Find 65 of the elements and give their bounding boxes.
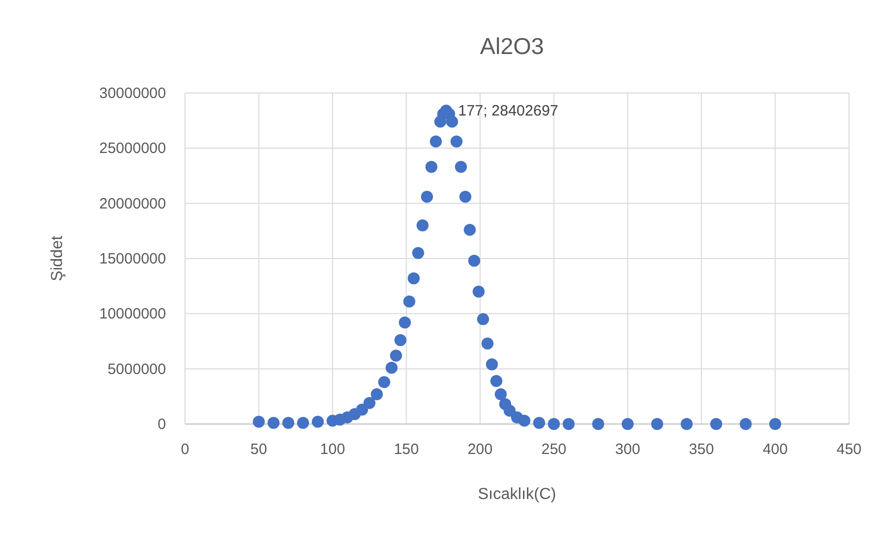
point — [378, 376, 390, 388]
x-tick-label: 50 — [250, 441, 268, 458]
point — [504, 404, 516, 417]
point — [386, 362, 398, 374]
point — [425, 160, 438, 173]
point — [454, 160, 467, 173]
point — [562, 418, 575, 430]
point — [390, 350, 402, 362]
point — [356, 404, 368, 416]
point — [459, 190, 472, 203]
point — [533, 416, 546, 429]
point — [680, 418, 693, 430]
point — [468, 254, 480, 267]
point — [416, 219, 429, 232]
x-tick-label: 150 — [394, 441, 419, 458]
x-tick-label: 200 — [468, 441, 493, 458]
point — [651, 418, 664, 430]
point — [740, 418, 752, 430]
point — [408, 272, 420, 284]
point — [494, 388, 507, 400]
y-tick-label: 30000000 — [99, 85, 166, 102]
point — [477, 313, 490, 326]
point — [398, 316, 411, 328]
y-tick-label: 5000000 — [108, 360, 166, 378]
y-axis-title: Şiddet — [49, 235, 66, 282]
x-tick-label: 350 — [688, 441, 714, 458]
point — [472, 286, 485, 298]
point — [420, 190, 433, 203]
x-tick-label: 250 — [541, 441, 566, 458]
point — [548, 418, 560, 430]
point — [252, 416, 265, 428]
point — [481, 337, 494, 350]
point — [622, 418, 634, 430]
point — [430, 136, 442, 148]
point — [370, 388, 383, 400]
point — [394, 334, 406, 346]
point — [363, 397, 376, 410]
point — [268, 416, 280, 429]
x-tick-label: 300 — [615, 441, 640, 458]
point — [710, 418, 722, 430]
point — [486, 358, 498, 370]
point — [592, 418, 604, 430]
point — [412, 246, 424, 259]
point — [769, 418, 782, 430]
annotation: 177; 28402697 — [458, 102, 558, 120]
y-tick-label: 10000000 — [99, 306, 166, 323]
y-tick-label: 25000000 — [99, 140, 166, 158]
point — [464, 224, 476, 236]
y-tick-label: 0 — [158, 416, 166, 433]
x-tick-label: 0 — [180, 441, 190, 458]
point — [282, 416, 294, 429]
y-tick-label: 20000000 — [99, 195, 166, 212]
point — [490, 374, 502, 387]
point — [446, 116, 458, 128]
x-tick-label: 100 — [320, 441, 346, 458]
chart-title: Al2O3 — [480, 33, 544, 59]
point — [403, 296, 416, 308]
point — [518, 414, 530, 427]
point — [450, 136, 462, 148]
x-tick-label: 450 — [836, 441, 862, 458]
x-tick-label: 400 — [762, 441, 788, 458]
x-axis-title: Sıcaklık(C) — [478, 486, 556, 503]
y-tick-label: 15000000 — [99, 250, 166, 268]
point — [297, 416, 310, 429]
point — [312, 416, 324, 428]
